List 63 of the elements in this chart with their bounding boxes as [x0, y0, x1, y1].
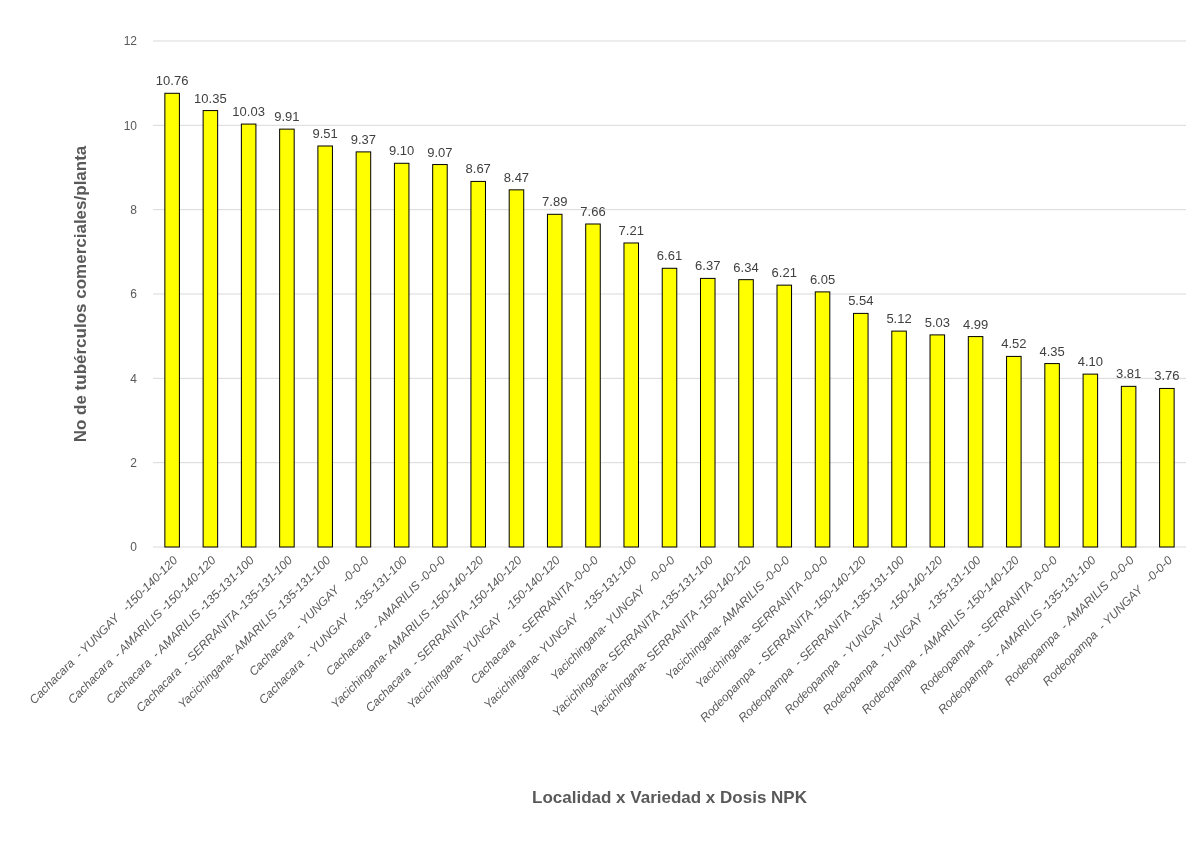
bar: [585, 223, 601, 548]
data-label: 7.21: [618, 222, 644, 238]
y-tick-label: 6: [130, 287, 138, 302]
bar: [853, 312, 869, 548]
data-label: 6.05: [809, 271, 836, 287]
bar: [661, 267, 678, 548]
data-label: 7.66: [580, 204, 606, 219]
data-label: 7.89: [542, 194, 568, 210]
data-label: 10.03: [232, 104, 265, 120]
bar: [279, 128, 295, 548]
data-label: 6.21: [771, 265, 797, 281]
y-tick-label: 8: [130, 202, 138, 217]
bar: [508, 189, 525, 548]
bar: [891, 330, 907, 548]
data-label: 9.10: [389, 143, 415, 159]
bar: [432, 164, 448, 548]
data-label: 3.81: [1115, 366, 1142, 382]
data-label: 5.54: [848, 293, 874, 309]
data-label: 6.61: [656, 248, 683, 264]
bar: [1082, 373, 1099, 548]
bar: [776, 284, 793, 548]
y-tick-label: 4: [130, 371, 138, 386]
data-label: 5.03: [924, 314, 950, 330]
bar: [1159, 387, 1175, 548]
bar: [164, 92, 180, 548]
bar: [814, 291, 831, 548]
y-tick-label: 12: [123, 34, 138, 49]
data-label: 3.76: [1154, 368, 1180, 384]
bar: [738, 279, 754, 548]
data-label: 8.67: [465, 161, 491, 177]
bar: [470, 180, 486, 548]
data-label: 8.47: [503, 169, 530, 185]
data-label: 4.52: [1001, 336, 1027, 352]
bar: [317, 145, 333, 548]
data-label: 6.34: [733, 259, 759, 275]
data-label: 4.99: [962, 316, 989, 332]
data-label: 4.35: [1039, 343, 1065, 359]
x-axis-title: Localidad x Variedad x Dosis NPK: [532, 788, 808, 807]
data-label: 6.37: [695, 258, 721, 274]
data-label: 5.12: [886, 311, 912, 327]
y-axis-title: No de tubérculos comerciales/planta: [71, 145, 90, 443]
bar: [355, 151, 372, 548]
bar: [623, 242, 640, 548]
bar: [1044, 363, 1060, 548]
bar: [202, 110, 219, 548]
data-label: 4.10: [1077, 354, 1104, 370]
bar: [546, 213, 563, 548]
bar: [393, 162, 410, 548]
data-label: 9.37: [350, 131, 377, 147]
data-label: 10.35: [194, 90, 227, 106]
y-tick-label: 0: [130, 540, 138, 555]
data-label: 9.51: [312, 125, 338, 141]
bar: [1006, 355, 1022, 548]
bar: [699, 277, 716, 548]
bar: [1120, 385, 1137, 548]
data-label: 10.76: [155, 73, 189, 89]
y-tick-label: 10: [123, 118, 138, 133]
bar: [240, 123, 257, 548]
data-label: 9.91: [274, 109, 300, 125]
y-tick-label: 2: [130, 455, 138, 470]
data-label: 9.07: [427, 144, 453, 160]
bar: [929, 334, 946, 548]
bar: [967, 336, 984, 548]
